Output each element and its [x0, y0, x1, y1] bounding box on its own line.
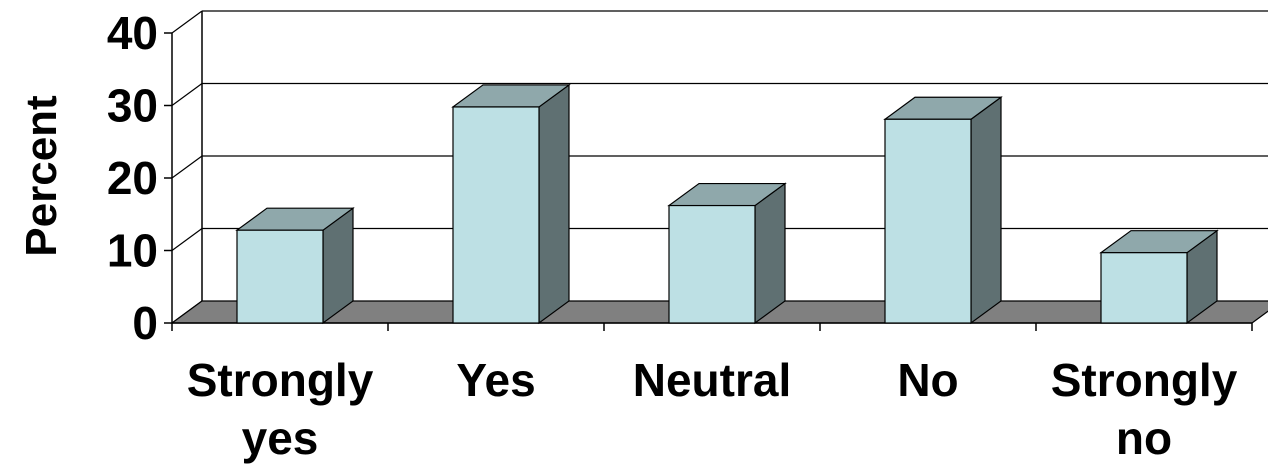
bar-front — [668, 204, 756, 324]
y-tick-label: 20 — [107, 152, 158, 204]
y-tick-label: 10 — [107, 225, 158, 277]
bar-side — [970, 96, 1002, 325]
y-tick-label: 40 — [107, 7, 158, 59]
y-tick-label: 30 — [107, 80, 158, 132]
x-tick-label: Neutral — [633, 354, 791, 406]
x-tick-labels: Strongly yes Yes Neutral No Strongly no — [187, 354, 1238, 464]
bar — [1099, 229, 1219, 325]
x-tick-label: No — [897, 354, 958, 406]
bar — [451, 83, 571, 325]
x-tick-label: Strongly — [1051, 354, 1238, 406]
x-tick-label: Yes — [456, 354, 535, 406]
x-tick-label: no — [1116, 412, 1172, 464]
y-tick-label: 0 — [132, 297, 158, 349]
x-tick-label: yes — [242, 412, 319, 464]
gridline-diagonal — [171, 228, 203, 251]
y-tick-labels: 0 10 20 30 40 — [107, 7, 158, 349]
bars — [235, 83, 1219, 325]
bar-front — [236, 229, 324, 324]
bar — [883, 96, 1003, 325]
bar-side — [538, 83, 570, 325]
y-axis-label: Percent — [17, 95, 66, 257]
bar-front — [452, 106, 540, 324]
bar-side — [754, 182, 786, 325]
x-tick-label: Strongly — [187, 354, 374, 406]
gridline-diagonal — [171, 155, 203, 179]
gridline-diagonal — [171, 10, 203, 34]
bar — [235, 207, 355, 325]
bar-front — [1100, 252, 1188, 324]
gridline-diagonal — [171, 83, 203, 106]
bar — [667, 182, 787, 325]
gridlines — [171, 10, 1268, 324]
bar-front — [884, 118, 972, 324]
